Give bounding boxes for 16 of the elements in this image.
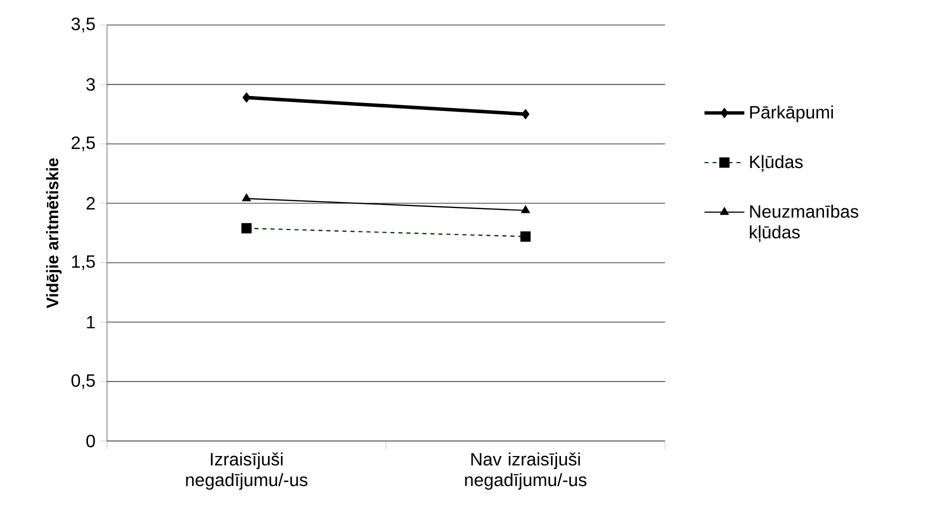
legend-label: Kļūdas	[750, 155, 803, 172]
x-tick-label: Izraisījuši negadījumu/-us	[186, 452, 308, 490]
y-tick-label: 1	[87, 316, 95, 328]
legend-label: Neuzmanības kļūdas	[750, 204, 858, 242]
y-tick-label: 0,5	[71, 374, 95, 389]
y-tick-label: 3	[86, 78, 95, 91]
x-tick-label: Nav izraisījuši negadījumu/-us	[465, 452, 586, 490]
y-tick-label: 2	[86, 197, 95, 210]
point	[242, 92, 250, 103]
y-tick-label: 2,5	[72, 136, 95, 152]
point	[522, 109, 530, 120]
legend-label: Pārkāpumi	[750, 105, 833, 122]
y-tick-label: 0	[86, 434, 95, 448]
y-axis-title: Vidējie aritmētiskie	[46, 158, 62, 308]
y-tick-label: 1,5	[72, 255, 95, 270]
y-tick-label: 3,5	[71, 18, 95, 32]
